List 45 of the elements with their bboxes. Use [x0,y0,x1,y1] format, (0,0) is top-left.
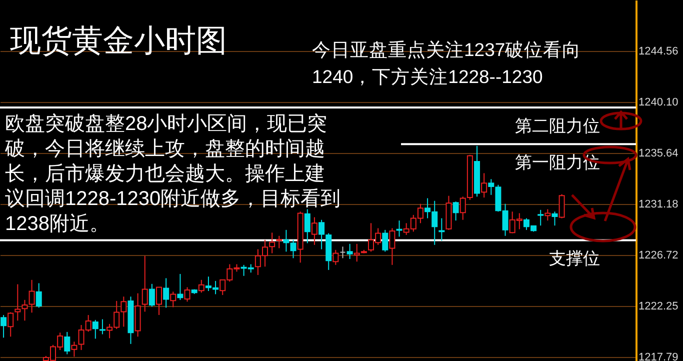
candlestick [340,246,346,259]
annotation: 今日亚盘重点关注1237破位看向1240，下方关注1228--1230 [312,38,582,89]
y-tick-label: 1222.25 [638,300,678,312]
candlestick [389,228,396,266]
candlestick [71,341,78,358]
y-tick-label: 1240.10 [638,96,678,108]
text: 现货黄金小时图 [10,22,227,61]
candlestick [544,208,551,222]
candlestick [396,220,402,238]
candlestick [8,312,14,338]
ref-line-label: 支撑位 [549,249,600,270]
candlestick [552,211,558,226]
candlestick [452,201,459,222]
candlestick [346,243,353,260]
candlestick [64,331,70,355]
candlestick [304,208,310,244]
candlestick [558,194,565,219]
candlestick [163,278,170,308]
annotation: 欧盘突破盘整28小时小区间，现已突破，今日将继续上攻，盘整的时间越长，后市爆发力也会越大。操作上建议回调1228-1230附近做多，目标看到1238附近。 [5,112,342,237]
candlestick [36,282,42,308]
candlestick [276,235,282,249]
candlestick [538,209,544,226]
candlestick [142,255,148,312]
candlestick [382,229,388,252]
candlestick [148,283,155,308]
candlestick [99,318,106,335]
candlestick [184,286,190,302]
candlestick [438,218,445,242]
y-tick-label: 1231.18 [638,198,678,210]
candlestick [92,319,98,340]
y-tick-label: 1235.64 [638,147,678,160]
ref-line-label: 第二阻力位 [515,116,600,137]
candlestick [156,286,162,316]
candlestick [332,249,339,266]
y-tick-label: 1226.72 [638,249,678,262]
candlestick [481,172,488,198]
y-tick-label: 1217.79 [638,351,678,361]
candlestick [120,296,127,328]
candlestick [177,273,184,300]
candlestick [198,279,204,294]
y-tick-label: 1244.56 [638,45,678,58]
candlestick [170,291,176,308]
candlestick [14,284,21,322]
candlestick [0,314,7,338]
candlestick [311,216,318,246]
